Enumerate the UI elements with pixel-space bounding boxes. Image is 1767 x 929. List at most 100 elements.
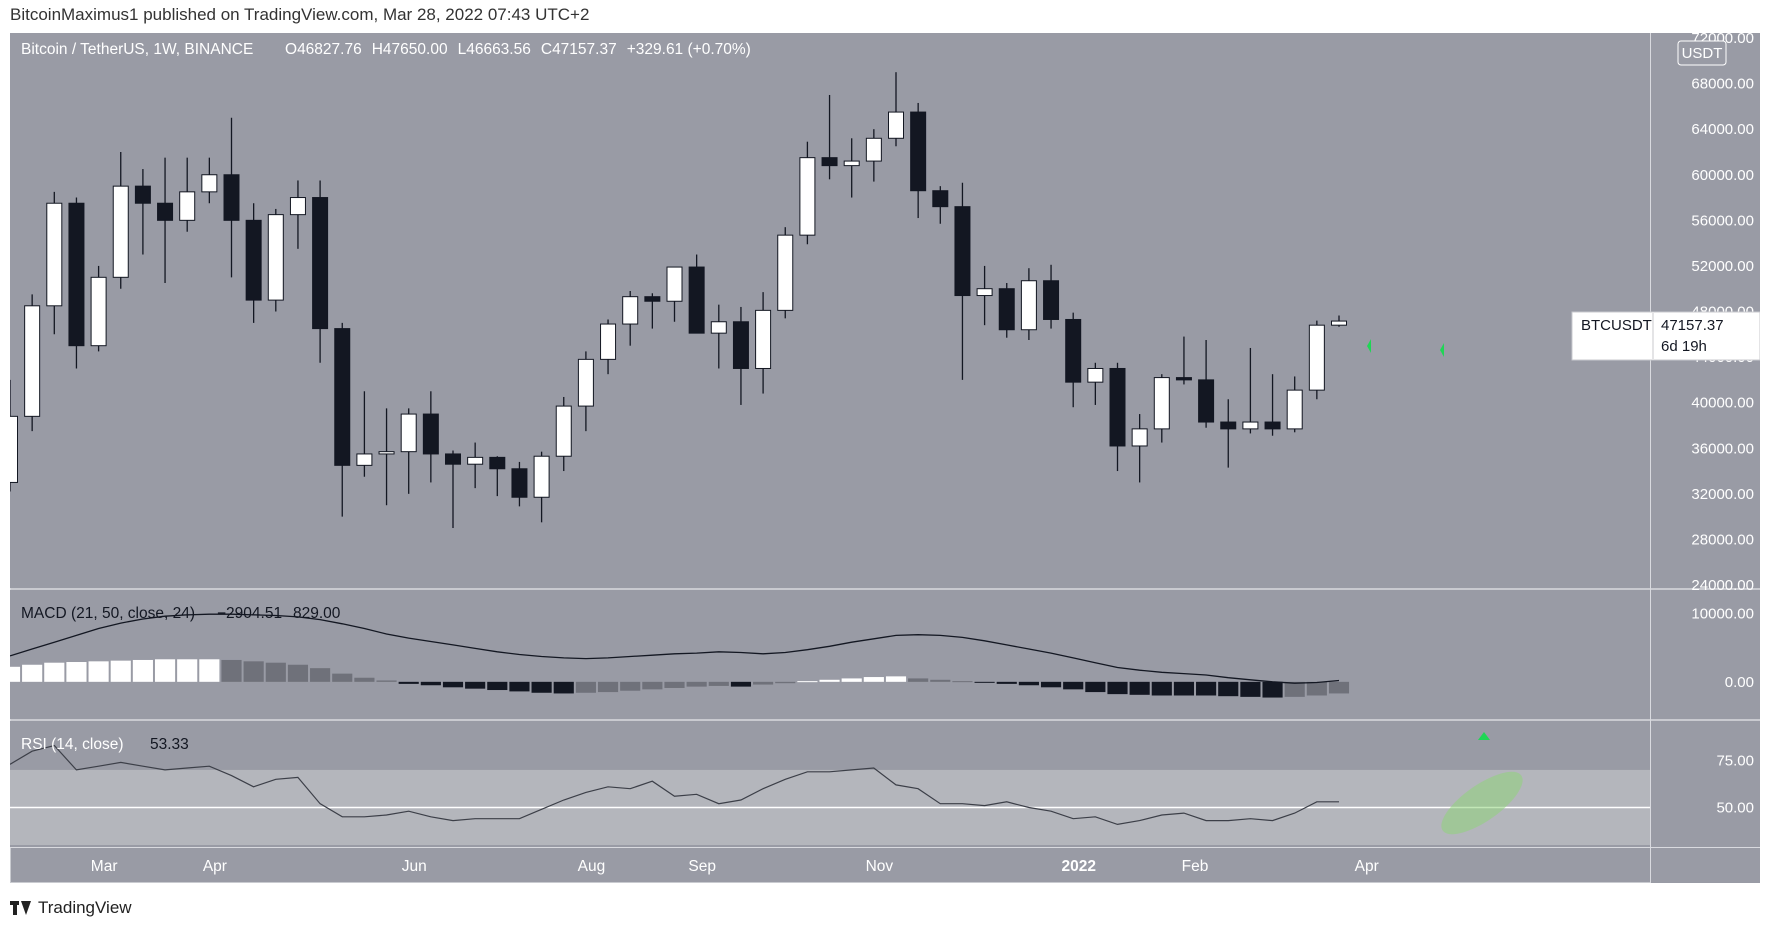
candle-body [267,214,284,301]
macd-bar [1262,681,1283,698]
macd-signal-line [10,613,1340,684]
macd-bar [1151,681,1172,696]
green-arrow-macd [1478,732,1490,740]
price-tick-label: 24000.00 [1691,577,1754,594]
candle [799,141,816,245]
candle-body [777,234,794,311]
candle [511,461,528,507]
candle [400,408,417,494]
candle [1131,414,1148,483]
candle-body [799,157,816,236]
price-tick-label: 32000.00 [1691,486,1754,503]
time-tick-label: Feb [1182,858,1209,875]
ohlc-open-value: 46827.76 [297,41,362,58]
price-legend: Bitcoin / TetherUS, 1W, BINANCE O46827.7… [21,41,751,58]
time-tick-label: Apr [203,858,227,875]
candle [289,180,306,249]
candle [1175,336,1192,385]
candle-body [1175,377,1192,381]
candle [1198,339,1215,428]
footer[interactable]: TradingView [10,898,132,918]
candle-body [533,455,550,498]
candle-body [112,185,129,278]
candle [600,319,617,375]
price-tick-label: 52000.00 [1691,258,1754,275]
rsi-value: 53.33 [150,736,189,753]
macd-bar [1196,681,1217,696]
macd-bar [310,668,331,682]
macd-bar [177,659,198,682]
currency-badge-box[interactable] [1677,40,1727,66]
candle-body [489,456,506,470]
ohlc-open-label: O [285,41,297,58]
candle-body [1065,318,1082,383]
macd-bar [753,681,774,685]
time-axis-ticks: Mar Apr Jun Aug Sep Nov 2022 Feb Apr [91,858,1379,875]
currency-badge[interactable]: USDT [1682,45,1723,62]
macd-bar [908,678,929,682]
candle [134,169,151,255]
price-tag-countdown: 6d 19h [1661,338,1707,355]
candle [467,442,484,489]
rsi-highlight-ellipse [1441,771,1523,835]
macd-value-1: −2904.51 [217,605,282,622]
candle-body [179,191,196,221]
candle-body [400,413,417,453]
macd-pane[interactable] [10,590,1650,719]
candle [976,265,993,326]
candle-body [422,413,439,455]
candle-body [511,468,528,498]
candle [201,157,218,204]
candle [445,450,461,529]
macd-bar [620,681,641,691]
green-arrow-2 [1440,343,1444,357]
time-tick-label: Mar [91,858,118,875]
candle [555,396,572,472]
candle [46,191,63,335]
macd-bar [332,673,353,682]
candle-body [1331,320,1347,326]
candle [1043,264,1060,329]
candle-body [644,296,661,302]
candle-body [910,111,927,192]
candle-body [1153,377,1170,430]
candle-body [1242,421,1259,430]
macd-bar [465,681,486,689]
macd-bar [1284,681,1305,697]
macd-bar [553,681,574,694]
candle-body [976,288,993,297]
candle [1331,315,1347,327]
macd-bar [398,681,419,684]
price-tick-label: 28000.00 [1691,531,1754,548]
candle [1286,376,1303,433]
candle-body [289,197,306,216]
candle [910,102,927,219]
candle-body [1264,421,1281,430]
chart-svg[interactable]: 72000.0068000.0064000.0060000.0056000.00… [10,33,1760,883]
price-tick-label: 68000.00 [1691,76,1754,93]
candle [688,254,705,334]
macd-bar [154,659,176,682]
macd-bar [819,679,840,682]
price-axis[interactable] [1651,33,1760,883]
rsi-line [10,744,1339,826]
candle [998,283,1015,338]
candle-body [223,174,240,221]
macd-bar [1085,681,1106,693]
macd-bar [1218,681,1239,697]
candle [245,203,262,323]
candle-body [998,288,1015,331]
macd-bar [287,664,309,682]
ohlc-low-label: L [458,41,467,58]
candle-body [134,185,151,204]
candle [1220,399,1237,468]
candle [489,456,506,497]
macd-tick-label: 10000.00 [1691,606,1754,623]
candle-body [90,276,107,347]
candle-body [666,266,683,302]
candle [1242,347,1259,434]
time-tick-label: Jun [402,858,427,875]
macd-bar [708,681,729,686]
candle-body [710,321,727,334]
candle-body [843,160,860,167]
